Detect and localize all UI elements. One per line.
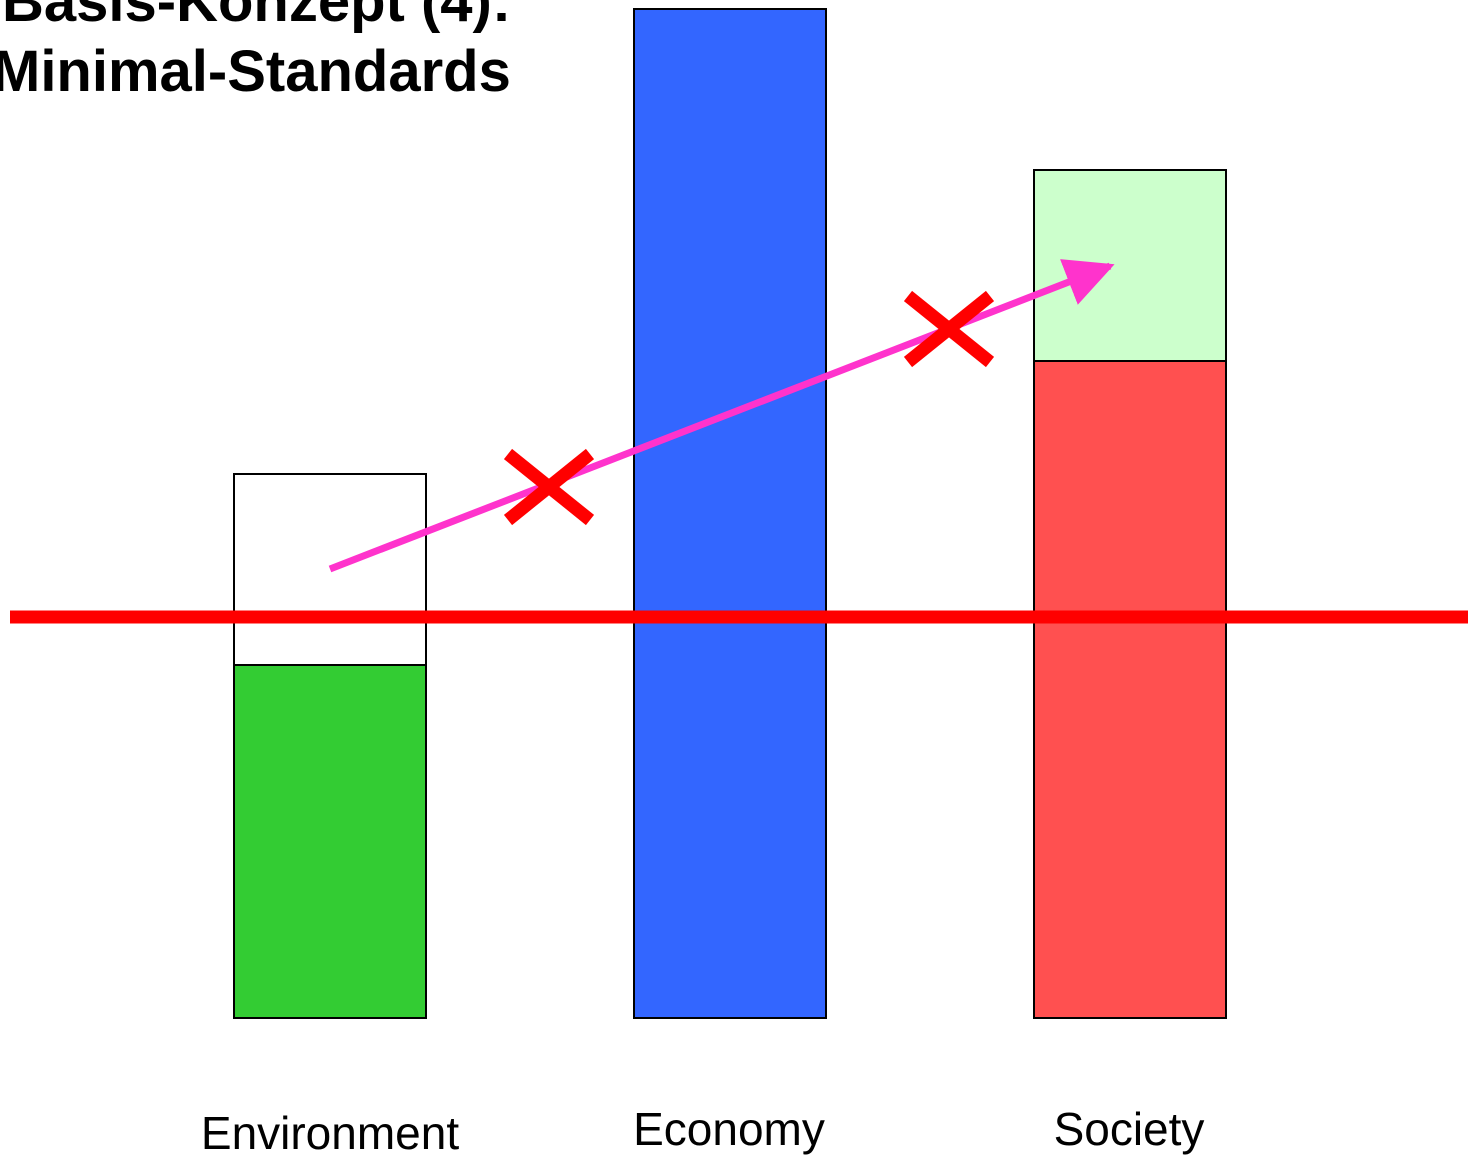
category-label-economy: Economy: [633, 1103, 825, 1155]
title-line-2: Minimal-Standards: [0, 39, 511, 104]
category-label-environment: Environment: [200, 1107, 460, 1159]
title-line-1: Basis-Konzept (4):: [2, 0, 512, 34]
category-label-society: Society: [1053, 1103, 1205, 1155]
environment-bar-lower: [233, 664, 427, 1019]
society-bar-upper: [1033, 169, 1227, 362]
society-bar-lower: [1033, 360, 1227, 1019]
environment-bar-upper: [233, 473, 427, 666]
substitution-arrow: [328, 259, 1115, 573]
cross-mark-2: [903, 290, 995, 368]
page-title: Basis-Konzept (4): Minimal-Standards: [0, 0, 520, 110]
economy-bar: [633, 8, 827, 1019]
cross-mark-1: [503, 448, 595, 526]
